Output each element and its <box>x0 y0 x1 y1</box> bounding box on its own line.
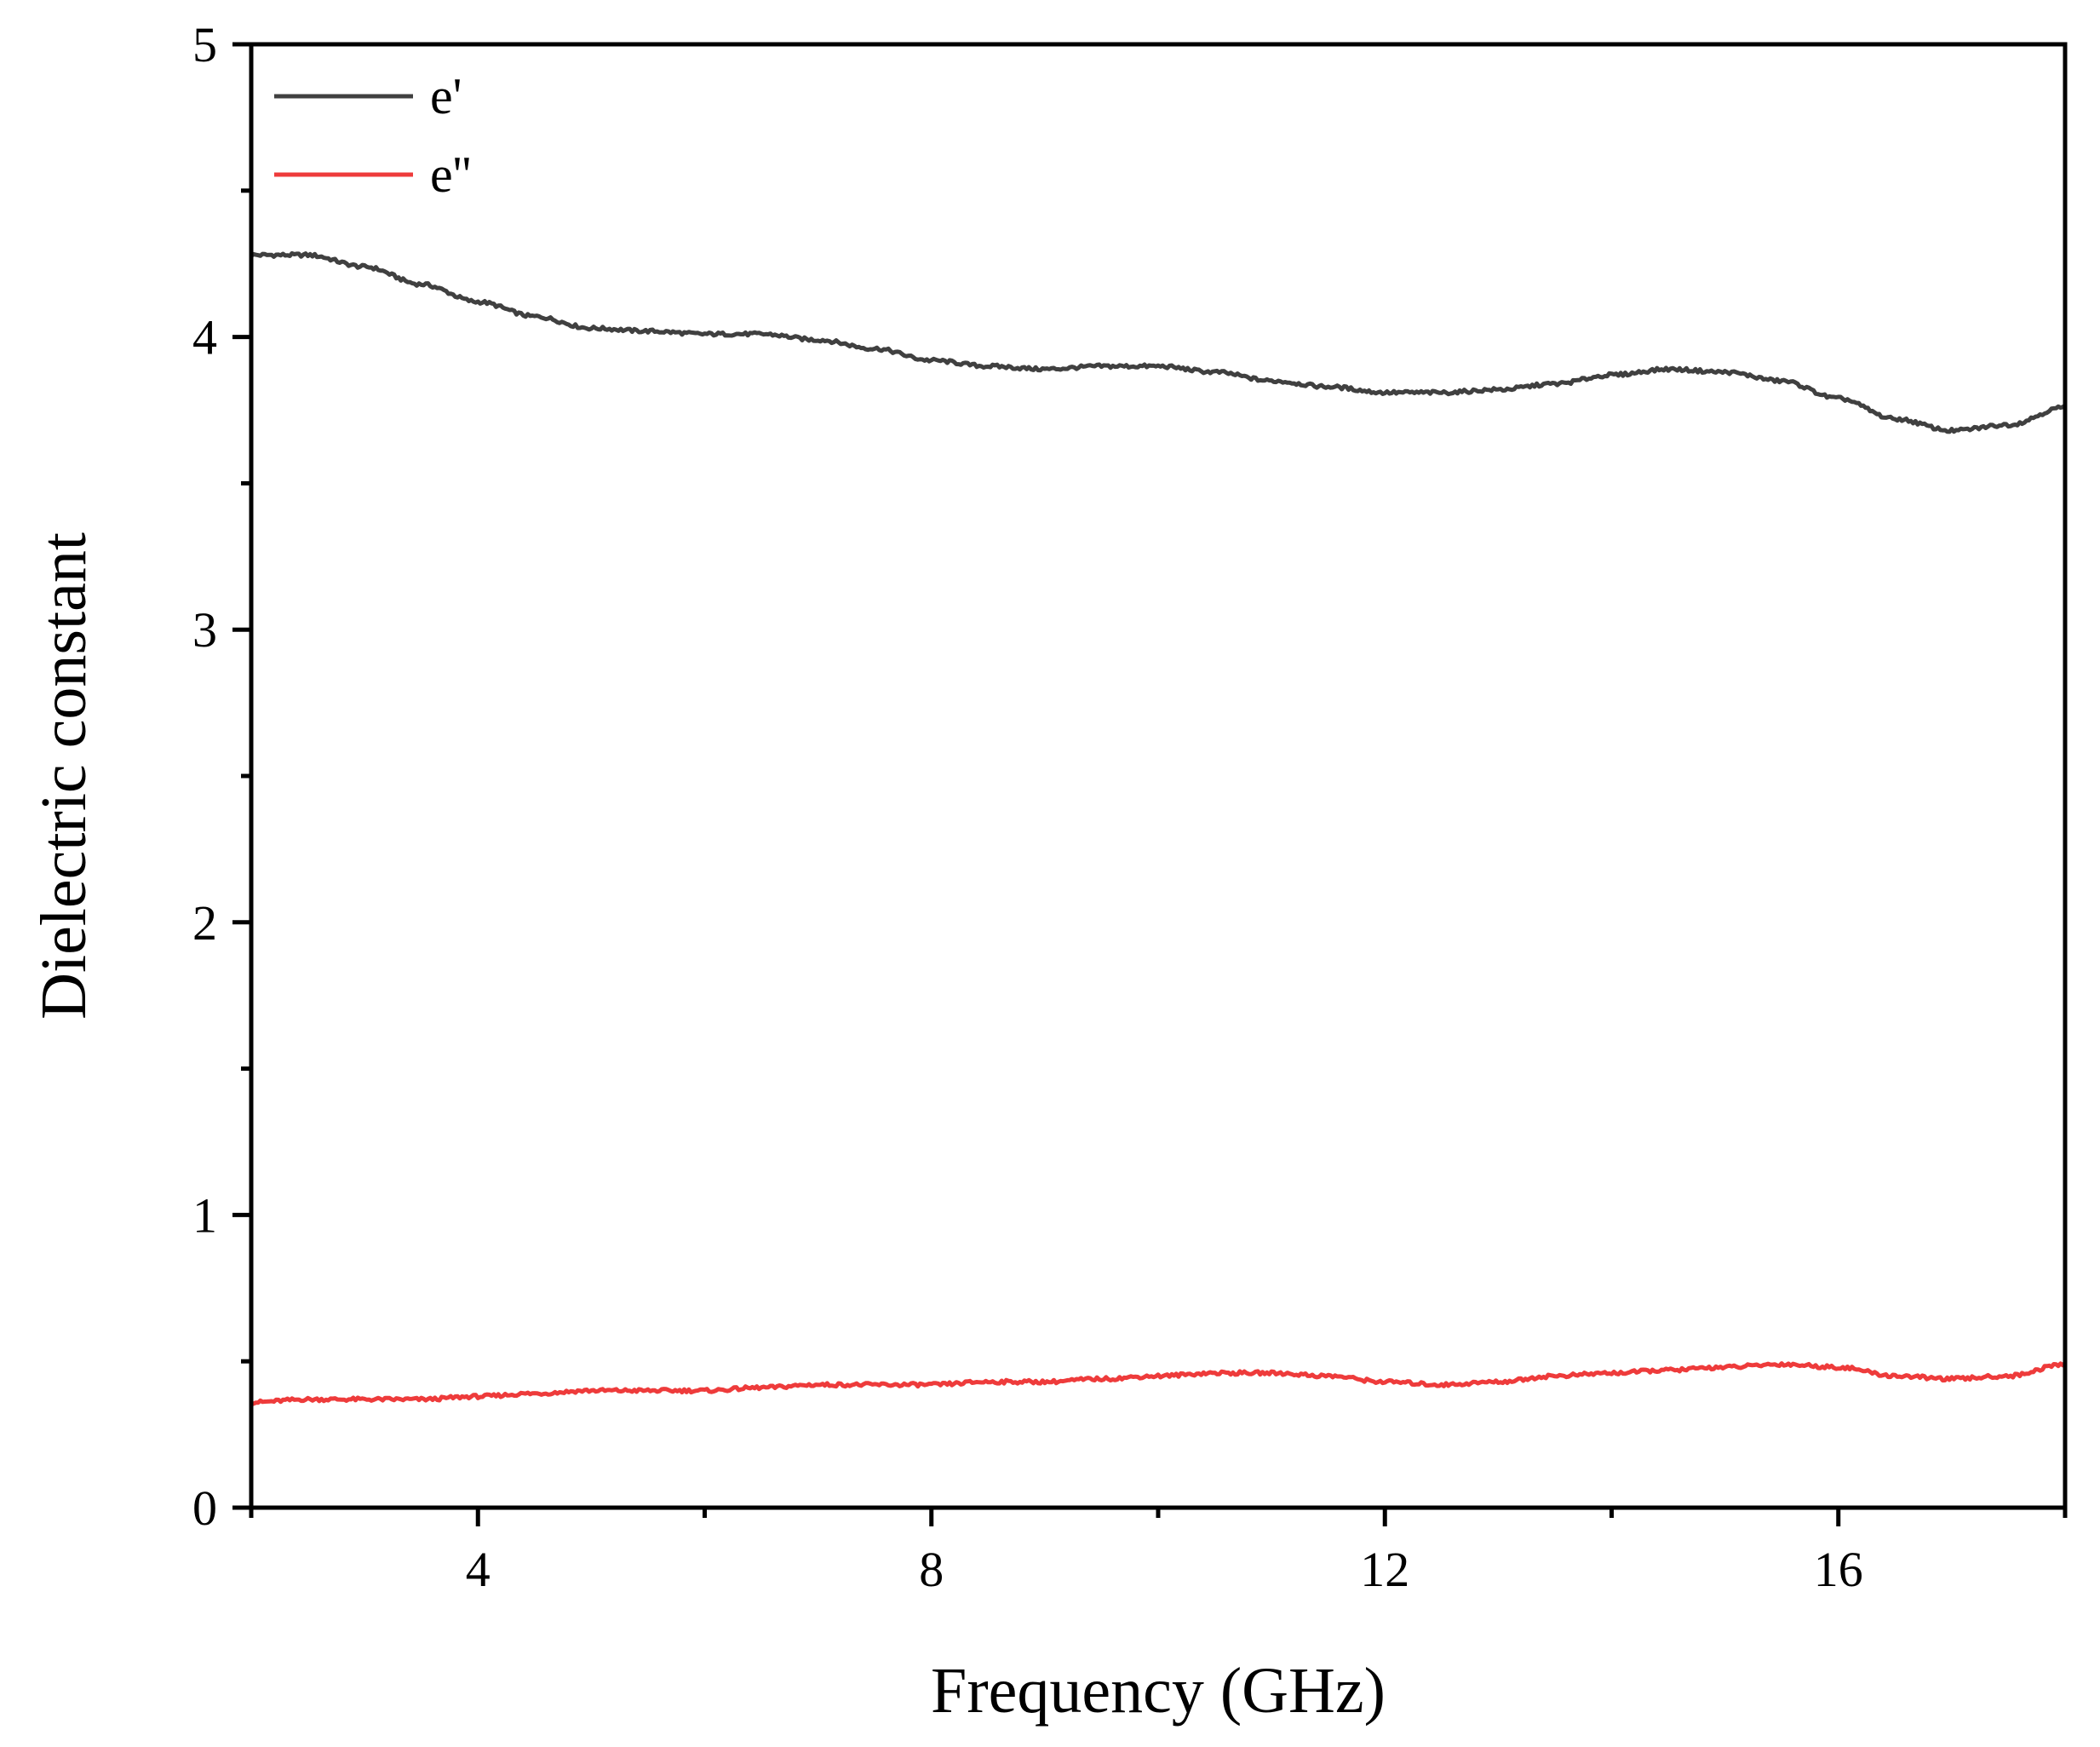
legend-label-e-double-prime: e'' <box>430 147 471 203</box>
x-tick-label: 16 <box>1814 1542 1863 1597</box>
y-axis-title: Dielectric constant <box>28 532 100 1020</box>
legend: e' e'' <box>274 68 471 203</box>
series-line-e-prime <box>250 250 2067 434</box>
x-tick-label: 12 <box>1360 1542 1409 1597</box>
y-tick-label: 2 <box>192 895 217 951</box>
y-tick-label: 3 <box>192 602 217 658</box>
x-axis-title: Frequency (GHz) <box>931 1655 1386 1727</box>
y-tick-label: 0 <box>192 1480 217 1536</box>
x-tick-label: 8 <box>919 1542 944 1597</box>
legend-label-e-prime: e' <box>430 68 462 124</box>
plot-frame <box>249 42 2068 1510</box>
y-tick-label: 1 <box>192 1187 217 1243</box>
series-line-e-double-prime <box>250 1361 2067 1406</box>
ticks-group <box>232 42 2068 1526</box>
series-group <box>250 250 2067 1406</box>
x-tick-label: 4 <box>466 1542 491 1597</box>
y-tick-label: 4 <box>192 310 217 365</box>
y-tick-label: 5 <box>192 17 217 72</box>
axes-group <box>249 42 2068 1510</box>
